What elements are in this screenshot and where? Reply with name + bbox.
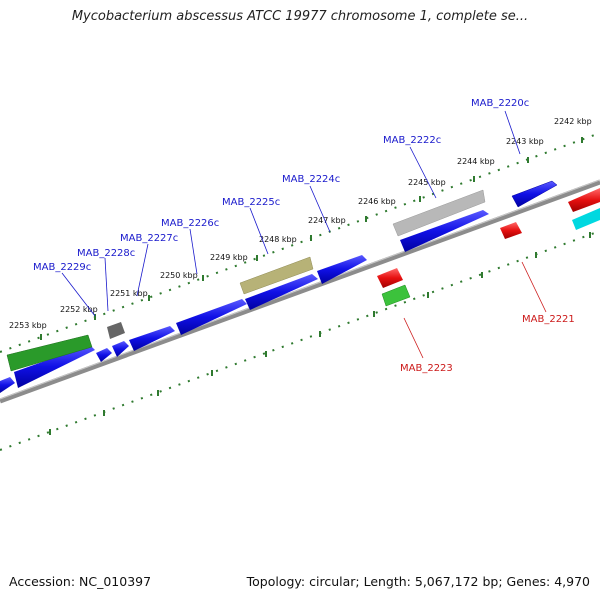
gene-feature-mab-2220c[interactable] [511,180,558,208]
kbp-label: 2251 kbp [110,289,148,298]
gene-label-mab-2225c: MAB_2225c [222,197,280,208]
gene-feature-right-red[interactable] [568,188,600,212]
gene-feature-mab-2228c[interactable] [112,341,129,357]
outer-tick-line [0,132,600,353]
gene-label-mab-2227c: MAB_2227c [120,233,178,244]
gene-label-mab-2224c: MAB_2224c [282,174,340,185]
kbp-label: 2250 kbp [160,271,198,280]
gene-label-mab-2222c: MAB_2222c [383,135,441,146]
gene-feature-mab-2225c[interactable] [245,274,318,310]
gene-feature-mab-2223-green[interactable] [381,284,411,307]
plus-strand-features [0,180,558,393]
footer-stats: Topology: circular; Length: 5,067,172 bp… [246,574,590,589]
footer-accession: Accession: NC_010397 [9,574,152,589]
kbp-label: 2247 kbp [308,216,346,225]
gene-feature-right-cyan[interactable] [572,208,600,230]
gene-feature-mab-2222c-highlight[interactable] [392,189,486,237]
gene-feature-mab-2229c[interactable] [14,345,95,388]
page-title: Mycobacterium abscessus ATCC 19977 chrom… [71,9,529,24]
kbp-label: 2243 kbp [506,137,544,146]
gene-feature-mab-2229c-highlight[interactable] [6,334,93,372]
gene-feature-small[interactable] [96,348,112,362]
gene-label-mab-2229c: MAB_2229c [33,262,91,273]
kbp-label: 2248 kbp [259,235,297,244]
gene-label-mab-2228c: MAB_2228c [77,248,135,259]
gene-feature-mab-2226c[interactable] [176,299,247,335]
gene-feature-mab-2224c[interactable] [317,255,367,284]
genome-axis-highlight [0,179,600,400]
genome-axis [0,179,600,404]
gene-feature-mab-2221[interactable] [500,222,522,239]
gene-feature-mab-2225c-highlight[interactable] [239,256,314,295]
gene-label-mab-2220c: MAB_2220c [471,98,529,109]
gene-label-mab-2221: MAB_2221 [522,314,575,325]
gene-feature-edge[interactable] [0,377,15,393]
gene-feature-mab-2222c[interactable] [400,210,489,252]
kbp-label: 2246 kbp [358,197,396,206]
gene-feature-mab-2223[interactable] [377,268,403,288]
gene-label-mab-2226c: MAB_2226c [161,218,219,229]
kbp-label: 2244 kbp [457,157,495,166]
kbp-label: 2252 kbp [60,305,98,314]
major-ticks-inner [49,232,591,435]
minus-strand-features [377,188,600,307]
major-ticks-outer [40,137,583,340]
kbp-label: 2253 kbp [9,321,47,330]
kbp-label: 2245 kbp [408,178,446,187]
kbp-label: 2242 kbp [554,117,592,126]
gene-feature-mab-2228c-dark[interactable] [107,322,125,339]
label-leaders [61,110,547,359]
gene-label-mab-2223: MAB_2223 [400,363,453,374]
gene-feature-mab-2227c[interactable] [129,326,175,351]
kbp-label: 2249 kbp [210,253,248,262]
